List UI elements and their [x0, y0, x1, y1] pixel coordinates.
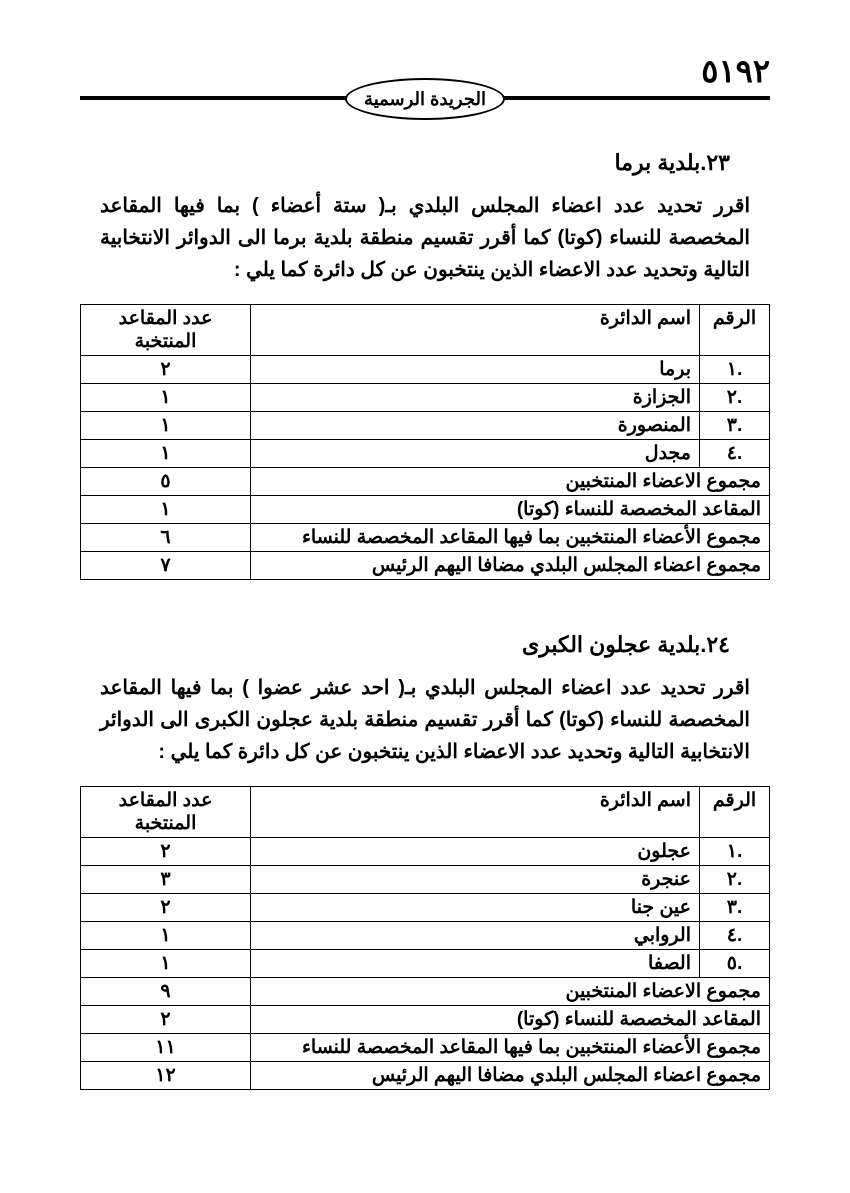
gazette-title: الجريدة الرسمية	[364, 89, 486, 110]
cell-name: الروابي	[251, 922, 700, 950]
cell-seats: ٣	[81, 866, 251, 894]
summary-label: المقاعد المخصصة للنساء (كوتا)	[251, 496, 770, 524]
section-24-table: الرقم اسم الدائرة عدد المقاعد المنتخبة .…	[80, 786, 770, 1090]
table-row: .٤ مجدل ١	[81, 440, 770, 468]
cell-name: عين جنا	[251, 894, 700, 922]
cell-name: عجلون	[251, 838, 700, 866]
cell-seats: ٢	[81, 356, 251, 384]
summary-value: ٧	[81, 552, 251, 580]
cell-seats: ١	[81, 412, 251, 440]
cell-seats: ٢	[81, 838, 251, 866]
col-header-seats: عدد المقاعد المنتخبة	[81, 305, 251, 356]
cell-seats: ١	[81, 440, 251, 468]
cell-name: عنجرة	[251, 866, 700, 894]
section-24-paragraph: اقرر تحديد عدد اعضاء المجلس البلدي بـ( ا…	[100, 672, 750, 768]
cell-name: برما	[251, 356, 700, 384]
cell-name: الجزازة	[251, 384, 700, 412]
table-header-row: الرقم اسم الدائرة عدد المقاعد المنتخبة	[81, 305, 770, 356]
summary-row: مجموع اعضاء المجلس البلدي مضافا اليهم ال…	[81, 1062, 770, 1090]
cell-num: .٣	[700, 894, 770, 922]
gazette-title-oval: الجريدة الرسمية	[345, 78, 505, 120]
document-page: ٥١٩٢ الجريدة الرسمية ٢٣.بلدية برما اقرر …	[0, 0, 850, 1193]
col-header-seats: عدد المقاعد المنتخبة	[81, 787, 251, 838]
summary-row: مجموع الاعضاء المنتخبين ٥	[81, 468, 770, 496]
cell-num: .٢	[700, 384, 770, 412]
cell-num: .٢	[700, 866, 770, 894]
summary-label: مجموع اعضاء المجلس البلدي مضافا اليهم ال…	[251, 552, 770, 580]
col-header-name: اسم الدائرة	[251, 787, 700, 838]
cell-name: المنصورة	[251, 412, 700, 440]
summary-value: ٩	[81, 978, 251, 1006]
cell-seats: ٢	[81, 894, 251, 922]
table-header-row: الرقم اسم الدائرة عدد المقاعد المنتخبة	[81, 787, 770, 838]
summary-label: مجموع الاعضاء المنتخبين	[251, 468, 770, 496]
cell-num: .٣	[700, 412, 770, 440]
cell-num: .٤	[700, 922, 770, 950]
table-row: .٣ المنصورة ١	[81, 412, 770, 440]
summary-row: المقاعد المخصصة للنساء (كوتا) ١	[81, 496, 770, 524]
table-row: .١ عجلون ٢	[81, 838, 770, 866]
cell-name: الصفا	[251, 950, 700, 978]
col-header-num: الرقم	[700, 787, 770, 838]
page-number: ٥١٩٢	[701, 52, 770, 90]
table-row: .١ برما ٢	[81, 356, 770, 384]
summary-label: مجموع الاعضاء المنتخبين	[251, 978, 770, 1006]
col-header-name: اسم الدائرة	[251, 305, 700, 356]
table-row: .٢ الجزازة ١	[81, 384, 770, 412]
summary-row: مجموع الاعضاء المنتخبين ٩	[81, 978, 770, 1006]
cell-num: .٥	[700, 950, 770, 978]
summary-label: المقاعد المخصصة للنساء (كوتا)	[251, 1006, 770, 1034]
summary-value: ١١	[81, 1034, 251, 1062]
summary-row: مجموع اعضاء المجلس البلدي مضافا اليهم ال…	[81, 552, 770, 580]
section-24-title: ٢٤.بلدية عجلون الكبرى	[80, 632, 730, 658]
summary-value: ١	[81, 496, 251, 524]
summary-value: ١٢	[81, 1062, 251, 1090]
table-row: .٤ الروابي ١	[81, 922, 770, 950]
cell-num: .١	[700, 838, 770, 866]
section-23-title: ٢٣.بلدية برما	[80, 150, 730, 176]
cell-num: .٤	[700, 440, 770, 468]
table-row: .٣ عين جنا ٢	[81, 894, 770, 922]
cell-name: مجدل	[251, 440, 700, 468]
summary-label: مجموع اعضاء المجلس البلدي مضافا اليهم ال…	[251, 1062, 770, 1090]
summary-label: مجموع الأعضاء المنتخبين بما فيها المقاعد…	[251, 1034, 770, 1062]
cell-seats: ١	[81, 922, 251, 950]
summary-label: مجموع الأعضاء المنتخبين بما فيها المقاعد…	[251, 524, 770, 552]
summary-value: ٥	[81, 468, 251, 496]
section-23-paragraph: اقرر تحديد عدد اعضاء المجلس البلدي بـ( س…	[100, 190, 750, 286]
table-row: .٥ الصفا ١	[81, 950, 770, 978]
section-23-table: الرقم اسم الدائرة عدد المقاعد المنتخبة .…	[80, 304, 770, 580]
cell-seats: ١	[81, 950, 251, 978]
summary-row: مجموع الأعضاء المنتخبين بما فيها المقاعد…	[81, 524, 770, 552]
summary-value: ٦	[81, 524, 251, 552]
spacer	[80, 586, 770, 612]
table-row: .٢ عنجرة ٣	[81, 866, 770, 894]
summary-row: مجموع الأعضاء المنتخبين بما فيها المقاعد…	[81, 1034, 770, 1062]
cell-num: .١	[700, 356, 770, 384]
summary-row: المقاعد المخصصة للنساء (كوتا) ٢	[81, 1006, 770, 1034]
col-header-num: الرقم	[700, 305, 770, 356]
cell-seats: ١	[81, 384, 251, 412]
summary-value: ٢	[81, 1006, 251, 1034]
page-header: ٥١٩٢ الجريدة الرسمية	[80, 60, 770, 130]
